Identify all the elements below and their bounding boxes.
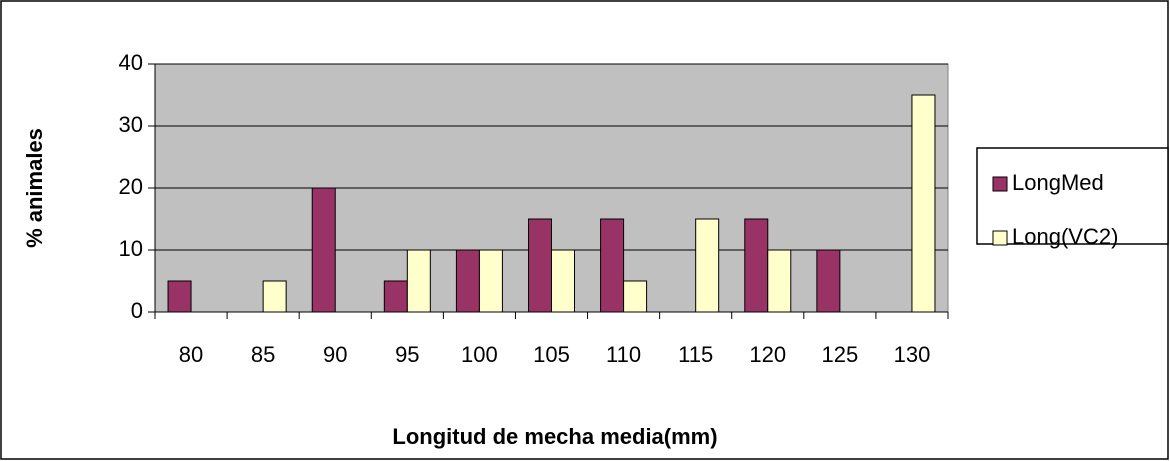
legend-label: Long(VC2) <box>1012 224 1118 249</box>
legend-label: LongMed <box>1012 170 1104 195</box>
bar <box>551 249 575 313</box>
x-tick-label: 105 <box>533 342 570 367</box>
x-tick-label: 130 <box>894 342 931 367</box>
x-tick-label: 110 <box>606 342 641 367</box>
y-tick-label: 0 <box>131 298 143 323</box>
legend-swatch <box>992 176 1008 192</box>
bar <box>767 249 792 313</box>
legend-box <box>976 147 1169 245</box>
y-tick-label: 40 <box>119 50 143 75</box>
bar <box>478 249 503 313</box>
x-tick-label: 90 <box>323 342 347 367</box>
bar <box>744 218 769 313</box>
x-tick-label: 115 <box>678 342 713 367</box>
x-axis-title: Longitud de mecha media(mm) <box>392 424 717 449</box>
bar <box>167 280 192 313</box>
bar <box>600 218 625 313</box>
bar <box>528 218 552 313</box>
bar <box>406 249 431 313</box>
bar <box>455 249 480 313</box>
y-axis-title: % animales <box>22 128 47 248</box>
x-tick-label: 80 <box>179 342 203 367</box>
legend-swatch <box>992 230 1008 246</box>
bar <box>383 280 408 313</box>
bar <box>911 94 936 313</box>
y-tick-label: 20 <box>119 174 143 199</box>
y-tick-label: 10 <box>119 236 143 261</box>
bar <box>262 280 287 313</box>
x-tick-label: 120 <box>749 342 786 367</box>
bar <box>695 218 720 313</box>
x-tick-label: 95 <box>395 342 419 367</box>
bar <box>816 249 841 313</box>
y-tick-label: 30 <box>119 112 143 137</box>
bar <box>311 187 336 313</box>
bar <box>623 280 648 313</box>
x-tick-label: 125 <box>822 342 859 367</box>
x-tick-label: 85 <box>251 342 275 367</box>
x-tick-label: 100 <box>461 342 498 367</box>
